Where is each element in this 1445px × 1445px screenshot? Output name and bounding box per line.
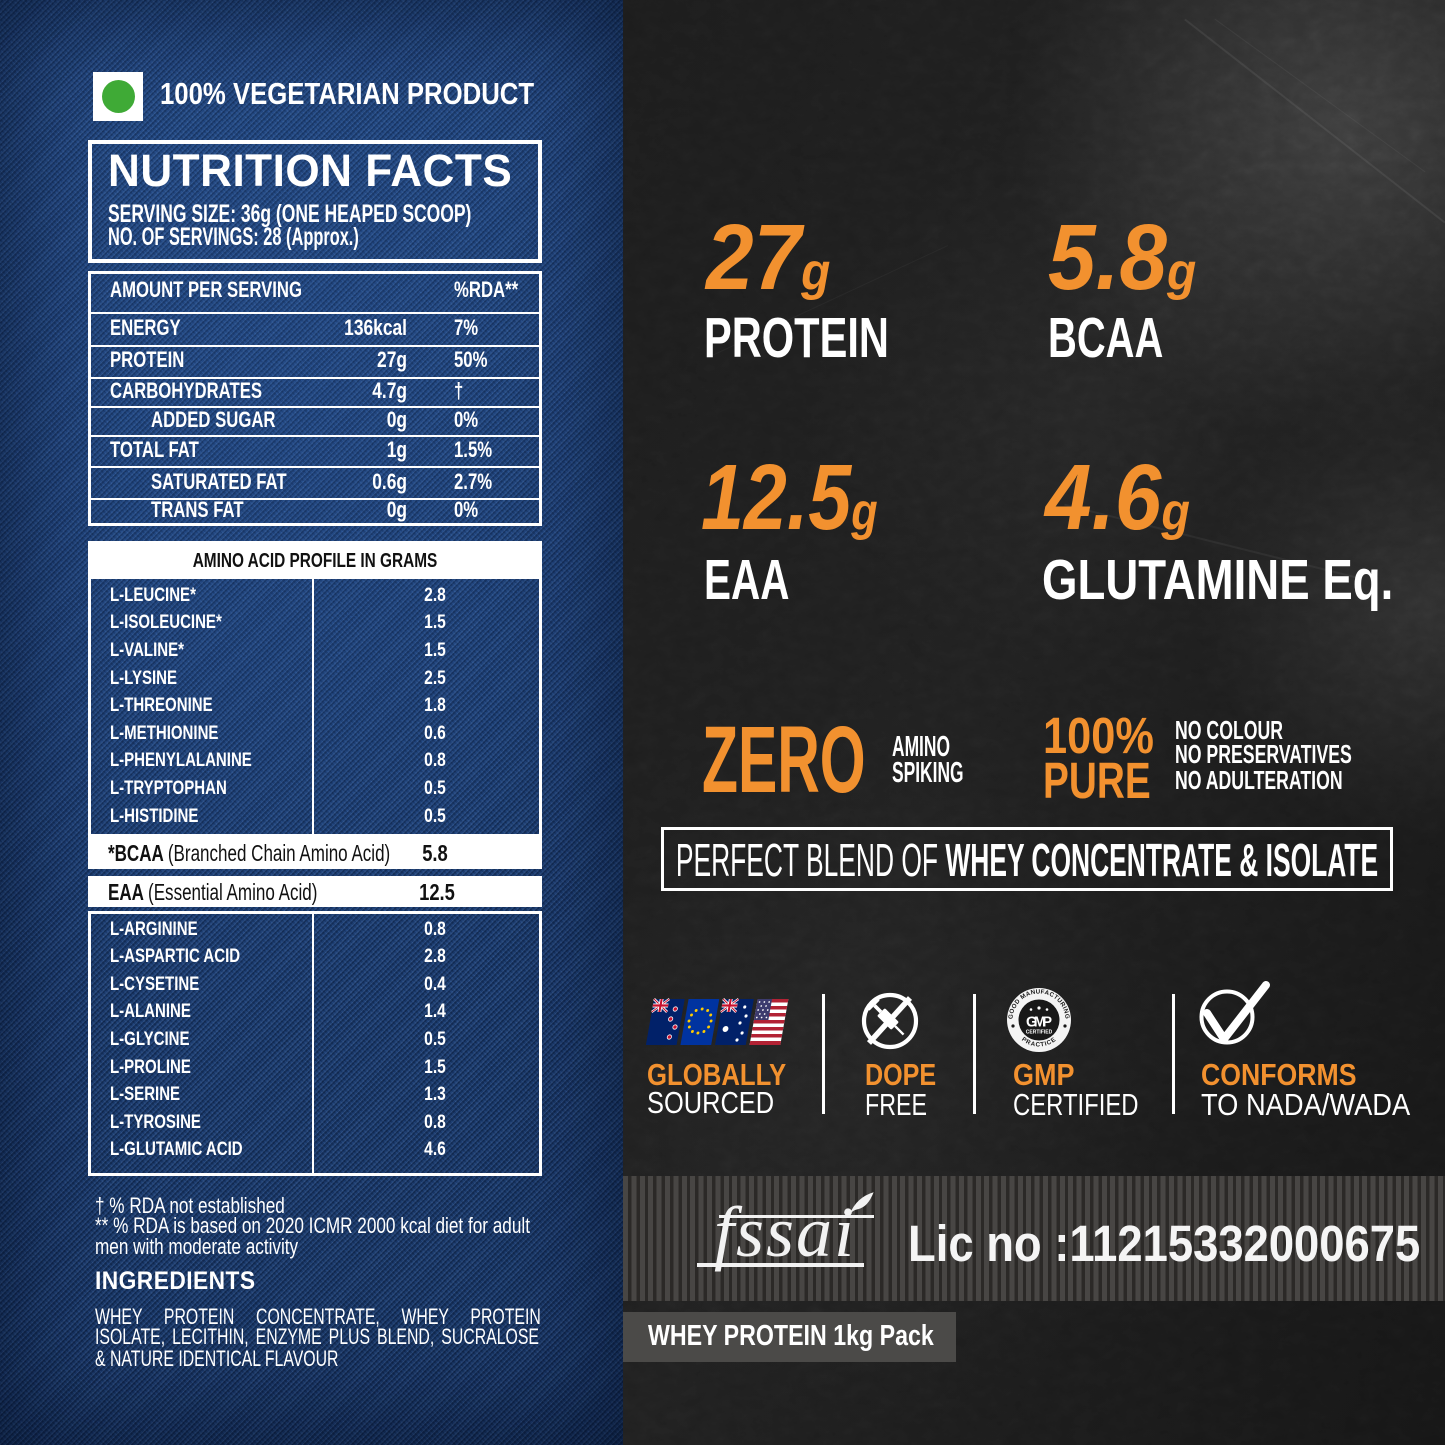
svg-text:CERTIFIED: CERTIFIED	[1026, 1030, 1053, 1036]
svg-text:GMP: GMP	[1026, 1015, 1052, 1031]
